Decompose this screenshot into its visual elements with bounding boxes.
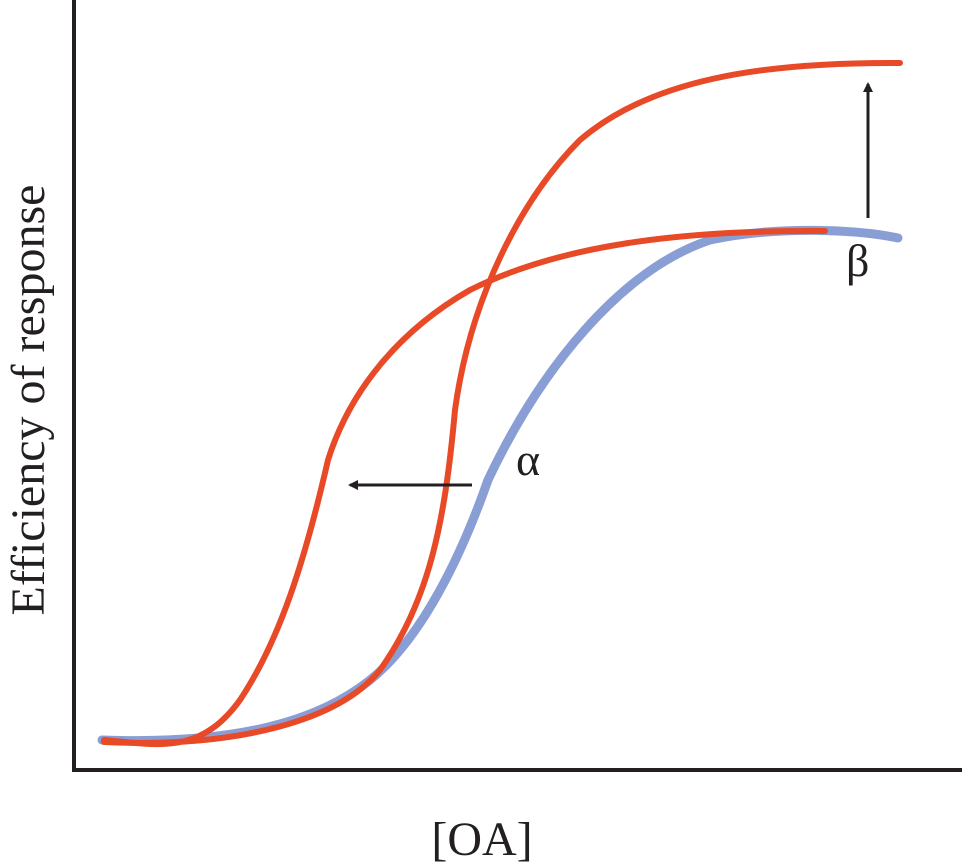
y-axis-label: Efficiency of response <box>2 185 55 616</box>
alpha-label: α <box>516 434 540 485</box>
series-beta-shifted-curve <box>101 59 903 746</box>
x-axis-label: [OA] <box>431 813 532 866</box>
series-alpha-shifted-curve <box>101 227 828 748</box>
beta-label: β <box>846 235 869 286</box>
series-baseline-curve <box>97 225 903 746</box>
